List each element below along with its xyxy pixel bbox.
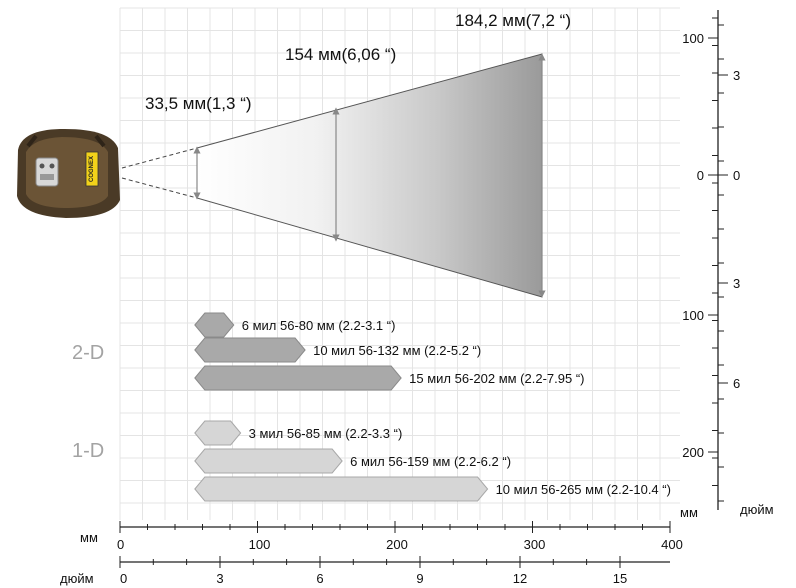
- cone-dashed-bottom: [121, 177, 198, 199]
- bottom-mm-tick-label: 400: [661, 537, 683, 552]
- bottom-inch-tick-label: 0: [120, 571, 127, 586]
- right-mm-unit-label: мм: [680, 505, 698, 520]
- background-grid: [119, 7, 680, 520]
- bottom-inch-tick-label: 12: [513, 571, 527, 586]
- bottom-mm-tick-label: 0: [117, 537, 124, 552]
- brand-logo: COGNEX: [89, 156, 95, 182]
- right-mm-tick-label: 100: [682, 31, 704, 46]
- right-inch-tick-label: 6: [733, 376, 740, 391]
- right-axis: 100 0 100 200 3 0 3 6: [682, 10, 740, 510]
- bottom-axis: 0 100 200 300 400 0 3 6 9 12 15: [117, 521, 683, 586]
- depth-of-field-bars: 6 мил 56-80 мм (2.2-3.1 “) 10 мил 56-132 …: [194, 312, 671, 502]
- 1d-bar-label-0: 3 мил 56-85 мм (2.2-3.3 “): [249, 426, 403, 441]
- section-label-2d: 2-D: [72, 342, 104, 364]
- scanner-device-icon: COGNEX: [17, 128, 120, 218]
- 1d-bar-0: [194, 420, 242, 446]
- right-inch-tick-label: 3: [733, 276, 740, 291]
- 2d-bar-0: [194, 312, 235, 338]
- right-inch-unit-label: дюйм: [740, 502, 774, 517]
- far-dimension-label: 184,2 мм(7,2 “): [455, 11, 571, 30]
- cone-dashed-top: [121, 147, 198, 169]
- near-dimension-label: 33,5 мм(1,3 “): [145, 94, 252, 113]
- bottom-mm-tick-label: 200: [386, 537, 408, 552]
- 1d-bar-label-2: 10 мил 56-265 мм (2.2-10.4 “): [496, 482, 671, 497]
- field-of-view-cone: [196, 53, 543, 298]
- 2d-bar-2: [194, 365, 402, 391]
- right-inch-tick-label: 3: [733, 68, 740, 83]
- bottom-mm-unit-label: мм: [80, 530, 98, 545]
- mid-dimension-label: 154 мм(6,06 “): [285, 45, 396, 64]
- 2d-bar-label-1: 10 мил 56-132 мм (2.2-5.2 “): [313, 343, 481, 358]
- bottom-inch-tick-label: 6: [316, 571, 323, 586]
- bottom-mm-tick-label: 100: [249, 537, 271, 552]
- bottom-inch-tick-label: 15: [613, 571, 627, 586]
- section-label-1d: 1-D: [72, 440, 104, 462]
- bottom-mm-tick-label: 300: [524, 537, 546, 552]
- 1d-bar-2: [194, 476, 489, 502]
- right-mm-tick-label: 200: [682, 445, 704, 460]
- right-inch-tick-label: 0: [733, 168, 740, 183]
- bottom-inch-tick-label: 9: [416, 571, 423, 586]
- 2d-bar-label-0: 6 мил 56-80 мм (2.2-3.1 “): [242, 318, 396, 333]
- right-mm-tick-label: 0: [697, 168, 704, 183]
- 2d-bar-1: [194, 337, 306, 363]
- bottom-inch-tick-label: 3: [216, 571, 223, 586]
- right-mm-tick-label: 100: [682, 308, 704, 323]
- bottom-inch-unit-label: дюйм: [60, 571, 94, 586]
- 1d-bar-1: [194, 448, 343, 474]
- 1d-bar-label-1: 6 мил 56-159 мм (2.2-6.2 “): [350, 454, 511, 469]
- 2d-bar-label-2: 15 мил 56-202 мм (2.2-7.95 “): [409, 371, 584, 386]
